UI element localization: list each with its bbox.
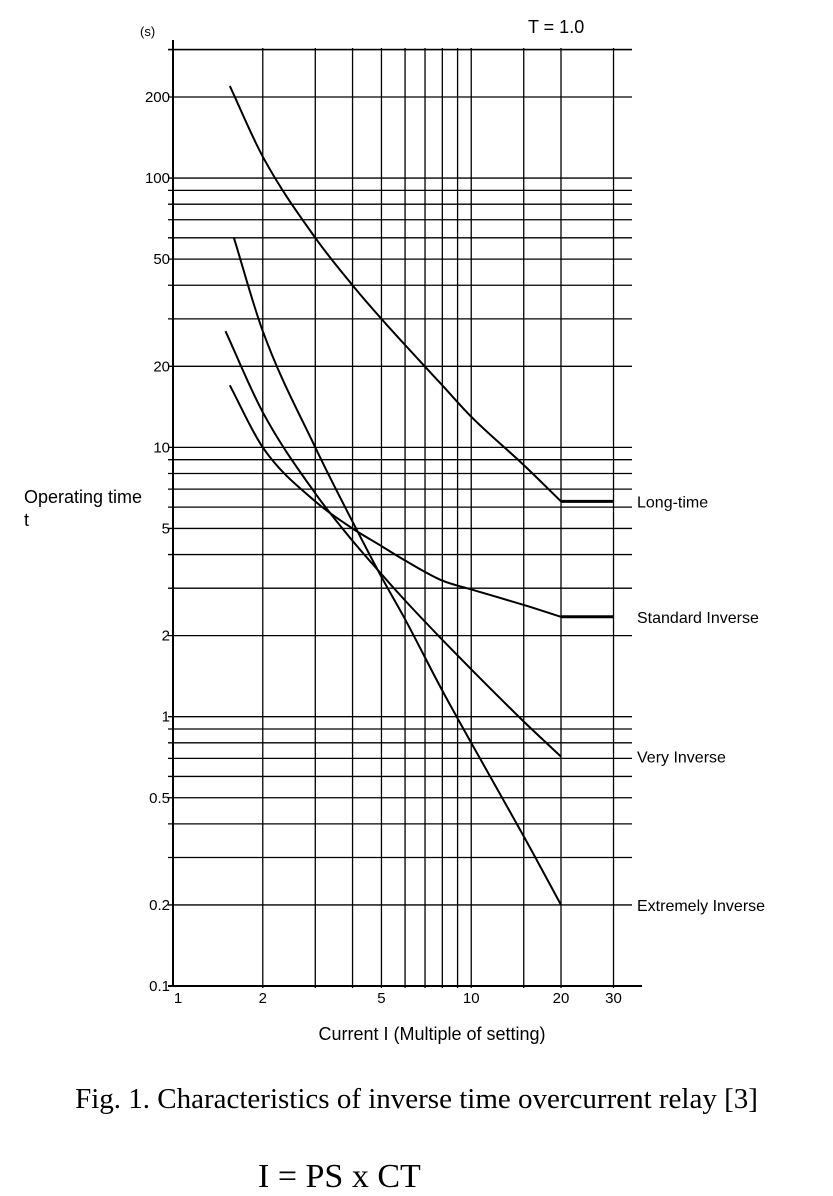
series-line-long-time bbox=[228, 85, 562, 503]
y-tick-label: 50 bbox=[153, 251, 170, 268]
relay-characteristics-chart: 0.1 0.2 0.5 1 2 5 10 20 50 100 200 1 2 5 10 20 30 Long-t… bbox=[24, 17, 765, 1044]
x-tick-label: 1 bbox=[174, 990, 182, 1007]
series-line-very-inverse bbox=[224, 330, 562, 758]
series-label-long-time: Long-time bbox=[637, 494, 708, 511]
formula: I = PS x CT bbox=[258, 1158, 421, 1195]
y-axis-label-line2: t bbox=[24, 510, 29, 530]
y-tick-label: 20 bbox=[153, 358, 170, 375]
series-line-standard-inverse bbox=[228, 384, 562, 618]
series-label-extremely-inverse: Extremely Inverse bbox=[637, 898, 765, 915]
series-labels: Long-time Standard Inverse Very Inverse Ext… bbox=[637, 494, 765, 915]
y-tick-label: 1 bbox=[162, 709, 170, 726]
x-axis-label: Current I (Multiple of setting) bbox=[318, 1024, 545, 1044]
y-axis-label-line1: Operating time bbox=[24, 487, 142, 507]
axes bbox=[168, 40, 642, 987]
t-value-annotation: T = 1.0 bbox=[528, 17, 584, 37]
y-unit-label: (s) bbox=[140, 24, 155, 39]
y-tick-label: 200 bbox=[145, 89, 170, 106]
series-lines bbox=[224, 85, 614, 906]
y-tick-label: 0.2 bbox=[149, 897, 170, 914]
x-tick-label: 5 bbox=[377, 990, 385, 1007]
x-tick-label: 10 bbox=[463, 990, 480, 1007]
y-tick-label: 100 bbox=[145, 170, 170, 187]
grid bbox=[168, 48, 632, 988]
figure-caption: Fig. 1. Characteristics of inverse time … bbox=[75, 1083, 758, 1115]
series-label-standard-inverse: Standard Inverse bbox=[637, 610, 759, 627]
y-tick-label: 5 bbox=[162, 520, 170, 537]
series-label-very-inverse: Very Inverse bbox=[637, 750, 726, 767]
tick-labels: 0.1 0.2 0.5 1 2 5 10 20 50 100 200 1 2 5 10 20 30 bbox=[145, 89, 622, 1007]
x-tick-label: 30 bbox=[605, 990, 622, 1007]
y-tick-label: 0.1 bbox=[149, 978, 170, 995]
y-tick-label: 0.5 bbox=[149, 790, 170, 807]
y-axis-label: Operating time t bbox=[24, 487, 147, 530]
y-tick-label: 2 bbox=[162, 628, 170, 645]
y-tick-label: 10 bbox=[153, 439, 170, 456]
series-line-extremely-inverse bbox=[232, 237, 562, 906]
x-tick-label: 20 bbox=[553, 990, 570, 1007]
x-tick-label: 2 bbox=[259, 990, 267, 1007]
